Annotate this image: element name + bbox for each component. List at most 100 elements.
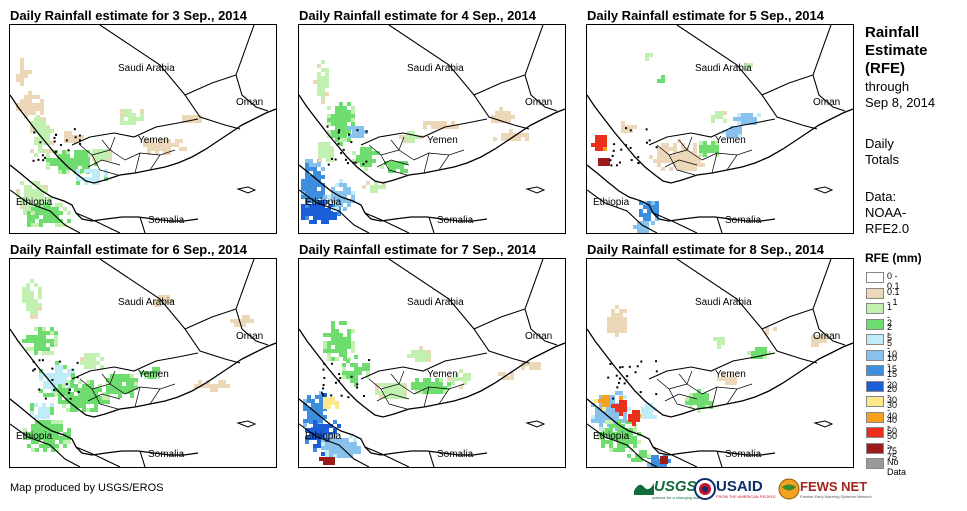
legend-label: 2 - 5: [887, 317, 893, 348]
legend-label: 15 - 20: [887, 364, 898, 394]
panel-title-2: Daily Rainfall estimate for 4 Sep., 2014: [299, 8, 536, 23]
legend-swatch: [866, 272, 884, 283]
sidebar-title: Rainfall Estimate (RFE): [865, 24, 928, 78]
rainfall-field: [303, 321, 541, 465]
legend-swatch: [866, 365, 884, 376]
usgs-wave-icon: [634, 482, 654, 495]
fews-net-logo: FEWS NET Famine Early Warning Systems Ne…: [778, 478, 872, 500]
usaid-logo: USAID FROM THE AMERICAN PEOPLE: [694, 478, 776, 500]
rainfall-map-svg: [299, 25, 565, 233]
map-label-saudi-arabia: Saudi Arabia: [407, 297, 464, 308]
rainfall-field: [16, 58, 202, 227]
rainfall-map-svg: [587, 259, 853, 467]
legend-swatch: [866, 287, 884, 299]
map-label-oman: Oman: [525, 331, 553, 342]
map-label-oman: Oman: [813, 331, 841, 342]
boundary-lines: [10, 25, 276, 233]
map-label-somalia: Somalia: [725, 215, 762, 226]
map-label-oman: Oman: [813, 97, 841, 108]
legend-label: 0 - 0.1: [887, 271, 900, 291]
legend-label: 10 - 15: [887, 348, 898, 379]
map-credit: Map produced by USGS/EROS: [10, 482, 164, 494]
map-label-saudi-arabia: Saudi Arabia: [118, 63, 175, 74]
rainfall-map-svg: [299, 259, 565, 467]
legend-swatch: [866, 318, 884, 330]
rainfall-map-panel: Saudi Arabia Oman Yemen Ethiopia Somalia: [298, 258, 566, 468]
legend-label: 50 - 75: [887, 426, 898, 456]
fews-globe-icon: [778, 478, 800, 500]
rainfall-map-panel: Saudi Arabia Oman Yemen Ethiopia Somalia: [586, 258, 854, 468]
map-label-yemen: Yemen: [138, 369, 169, 380]
map-label-ethiopia: Ethiopia: [593, 197, 630, 208]
panel-title-5: Daily Rainfall estimate for 7 Sep., 2014: [299, 242, 536, 257]
sidebar-daily: Daily: [865, 136, 894, 151]
usgs-wordmark: USGS: [654, 478, 697, 495]
map-label-somalia: Somalia: [148, 449, 185, 460]
panel-title-3: Daily Rainfall estimate for 5 Sep., 2014: [587, 8, 824, 23]
usaid-seal-icon: [694, 478, 716, 500]
map-label-saudi-arabia: Saudi Arabia: [118, 297, 175, 308]
fews-tagline: Famine Early Warning Systems Network: [800, 493, 872, 499]
sidebar-title-line1: Rainfall: [865, 24, 920, 41]
legend-label: 30 - 40: [887, 395, 898, 425]
sidebar-totals: Totals: [865, 152, 899, 167]
legend-swatch: [866, 442, 884, 454]
legend-label: > 75: [887, 441, 898, 462]
map-label-oman: Oman: [525, 97, 553, 108]
rainfall-map-panel: Saudi Arabia Oman Yemen Ethiopia Somalia: [298, 24, 566, 234]
map-label-somalia: Somalia: [437, 215, 474, 226]
legend-label: 20 - 30: [887, 379, 898, 410]
legend-swatch: [866, 334, 884, 345]
fews-wordmark: FEWS NET: [800, 478, 868, 494]
boundary-lines: [10, 259, 276, 467]
map-label-oman: Oman: [236, 97, 264, 108]
map-label-ethiopia: Ethiopia: [16, 197, 53, 208]
map-label-saudi-arabia: Saudi Arabia: [695, 297, 752, 308]
sidebar-data-source-1: NOAA-: [865, 205, 907, 220]
usgs-tagline: science for a changing world: [652, 495, 703, 500]
legend-title: RFE (mm): [865, 251, 922, 265]
boundary-lines: [299, 259, 565, 467]
map-label-yemen: Yemen: [427, 369, 458, 380]
boundary-lines: [587, 25, 853, 233]
rainfall-map-svg: [10, 259, 276, 467]
legend-swatch: [866, 349, 884, 361]
map-label-somalia: Somalia: [437, 449, 474, 460]
map-label-ethiopia: Ethiopia: [593, 431, 630, 442]
sidebar-data-source-2: RFE2.0: [865, 221, 910, 236]
legend-swatch: [866, 411, 884, 423]
panel-title-1: Daily Rainfall estimate for 3 Sep., 2014: [10, 8, 247, 23]
usaid-tagline: FROM THE AMERICAN PEOPLE: [716, 494, 776, 499]
legend-swatch: [866, 458, 884, 469]
rainfall-map-svg: [10, 25, 276, 233]
rainfall-map-panel: Saudi Arabia Oman Yemen Ethiopia Somalia: [586, 24, 854, 234]
usaid-wordmark: USAID: [716, 478, 763, 495]
map-label-somalia: Somalia: [148, 215, 185, 226]
rainfall-field: [301, 60, 529, 224]
legend-label: 0.1 - 1: [887, 286, 900, 307]
map-label-saudi-arabia: Saudi Arabia: [407, 63, 464, 74]
panel-title-6: Daily Rainfall estimate for 8 Sep., 2014: [587, 242, 824, 257]
usgs-logo: USGS science for a changing world: [634, 478, 703, 500]
map-label-yemen: Yemen: [427, 135, 458, 146]
panel-title-4: Daily Rainfall estimate for 6 Sep., 2014: [10, 242, 247, 257]
sidebar-data-label: Data:: [865, 189, 897, 204]
boundary-lines: [299, 25, 565, 233]
sidebar-date: Sep 8, 2014: [865, 95, 936, 110]
sidebar-through: through: [865, 79, 910, 94]
map-label-saudi-arabia: Saudi Arabia: [695, 63, 752, 74]
rainfall-map-panel: Saudi Arabia Oman Yemen Ethiopia Somalia: [9, 258, 277, 468]
legend-swatch: [866, 380, 884, 392]
legend-swatch: [866, 303, 884, 314]
map-label-oman: Oman: [236, 331, 264, 342]
map-label-ethiopia: Ethiopia: [305, 431, 342, 442]
map-label-ethiopia: Ethiopia: [16, 431, 53, 442]
legend-label: 1 - 2: [887, 302, 893, 332]
legend-swatch: [866, 427, 884, 438]
legend-label: No Data: [887, 457, 907, 477]
rainfall-map-svg: [587, 25, 853, 233]
legend-label: 40 - 50: [887, 410, 898, 441]
map-label-ethiopia: Ethiopia: [305, 197, 342, 208]
map-label-yemen: Yemen: [715, 135, 746, 146]
map-label-somalia: Somalia: [725, 449, 762, 460]
